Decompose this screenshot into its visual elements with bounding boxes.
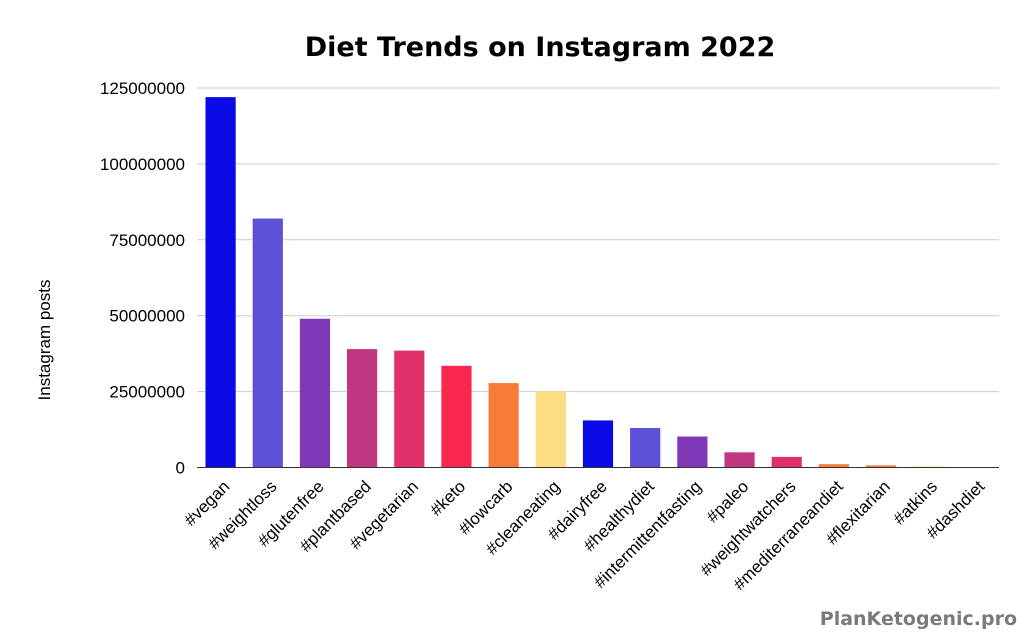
y-axis-label: Instagram posts [35, 280, 54, 401]
chart-title: Diet Trends on Instagram 2022 [305, 32, 776, 63]
y-tick-label: 0 [176, 459, 185, 478]
bar-atkins [913, 466, 944, 468]
bar-paleo [724, 452, 755, 468]
bar-intermittentfasting [677, 436, 708, 468]
bar-vegan [205, 97, 236, 468]
bar-glutenfree [299, 318, 331, 468]
watermark: PlanKetogenic.pro [819, 608, 1017, 630]
bar-weightloss [252, 218, 283, 468]
bar-plantbased [347, 349, 378, 468]
y-tick-label: 75000000 [109, 231, 185, 250]
bar-flexitarian [865, 465, 897, 468]
bar-cleaneating [535, 391, 566, 468]
y-tick-label: 50000000 [109, 307, 185, 326]
y-tick-label: 100000000 [100, 155, 185, 174]
y-tick-label: 125000000 [100, 79, 185, 98]
bar-keto [441, 365, 472, 468]
bar-vegetarian [394, 350, 425, 468]
bar-weightwatchers [771, 456, 802, 468]
y-tick-label: 25000000 [109, 383, 185, 402]
bar-mediterraneandiet [818, 464, 849, 468]
bar-lowcarb [488, 383, 519, 468]
bar-healthydiet [630, 428, 661, 468]
bar-dairyfree [582, 420, 614, 468]
x-tick-label: #keto [426, 477, 469, 520]
